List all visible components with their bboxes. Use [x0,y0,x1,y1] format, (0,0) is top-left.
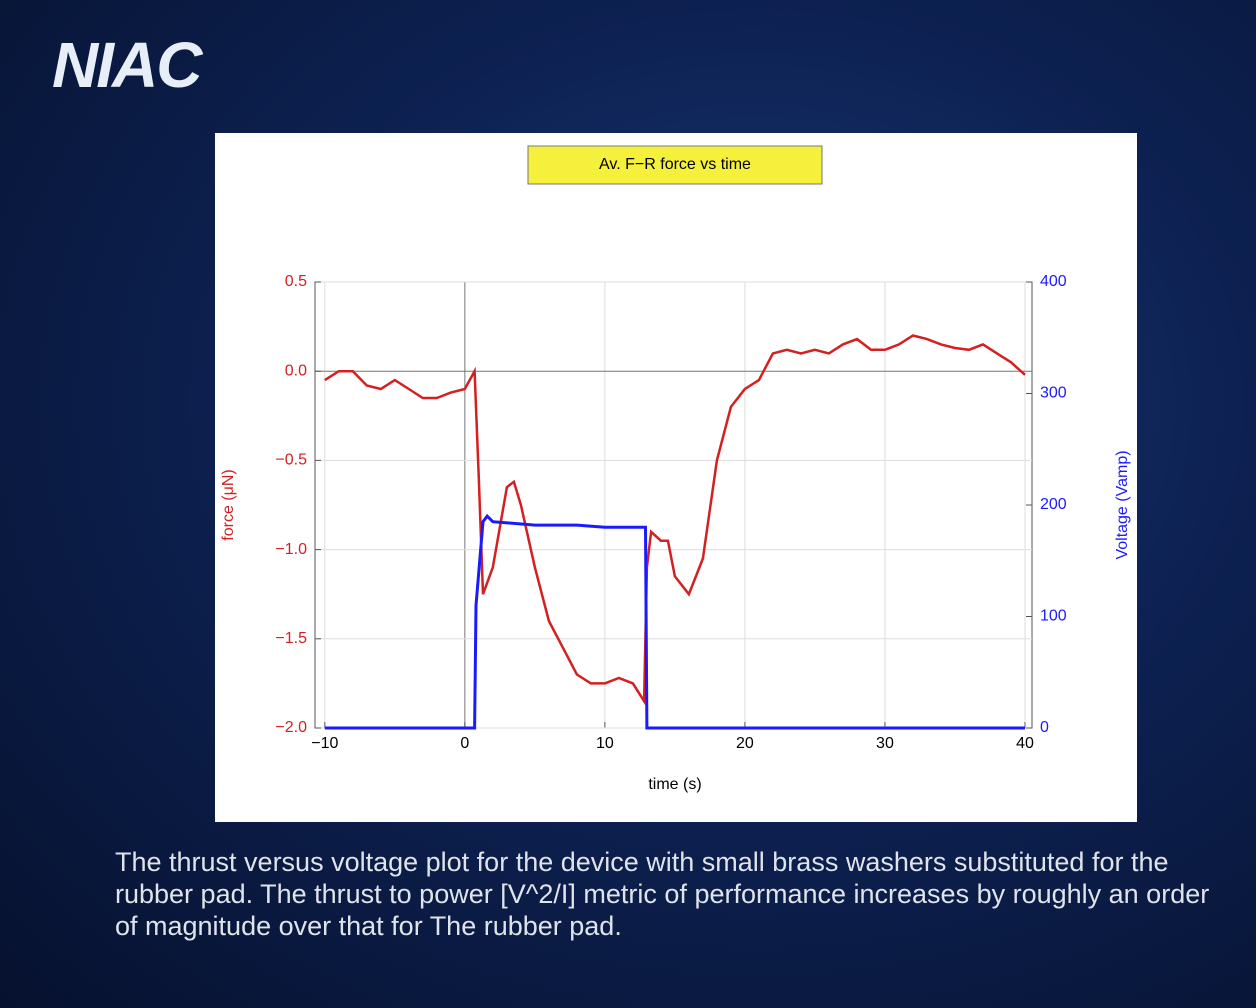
x-tick-label: 20 [736,735,754,752]
chart-panel [215,133,1137,822]
chart-title: Av. F−R force vs time [599,156,751,173]
y2-tick-label: 0 [1040,719,1049,736]
x-tick-label: −10 [311,735,338,752]
y-tick-label: 0.5 [285,273,307,290]
y2-tick-label: 300 [1040,385,1067,402]
y2-tick-label: 400 [1040,273,1067,290]
title-box [527,145,823,185]
data-line [324,513,1025,730]
x-tick-label: 40 [1016,735,1034,752]
data-line [324,334,1026,706]
y-tick-label: −1.5 [275,630,307,647]
y-tick-label: 0.0 [285,362,307,379]
y-tick-label: −2.0 [275,719,307,736]
logo: NIAC [52,29,202,101]
chart: Av. F−R force vs time time (s) force (μN… [215,133,1137,822]
y2-axis-label: Voltage (Vamp) [1114,450,1131,559]
y2-tick-label: 100 [1040,608,1067,625]
y-tick-label: −0.5 [275,452,307,469]
caption: The thrust versus voltage plot for the d… [115,847,1210,941]
x-tick-label: 30 [876,735,894,752]
x-tick-label: 10 [596,735,614,752]
x-axis-label: time (s) [648,776,701,793]
y-tick-label: −1.0 [275,541,307,558]
y-axis-label: force (μN) [220,469,237,540]
y2-tick-label: 200 [1040,496,1067,513]
x-tick-label: 0 [460,735,469,752]
